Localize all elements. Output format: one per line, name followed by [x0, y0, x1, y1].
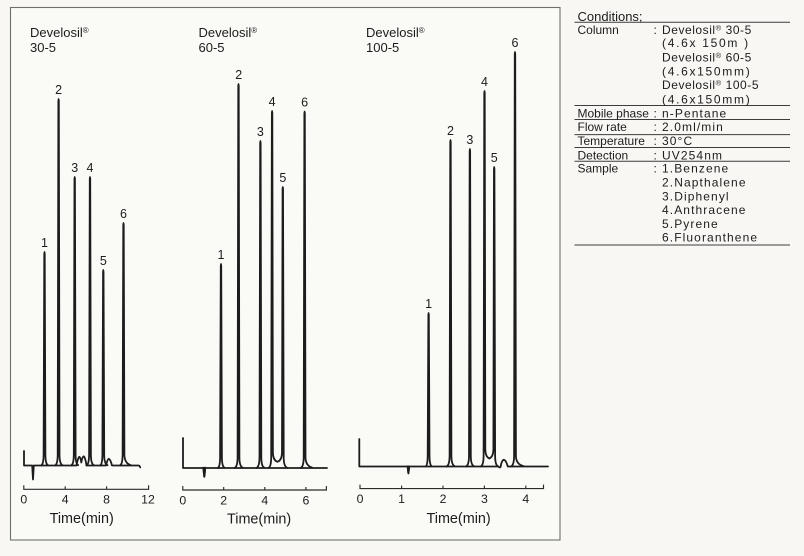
svg-text:(4.6x150mm): (4.6x150mm) — [662, 92, 751, 106]
svg-text:2: 2 — [447, 124, 454, 138]
svg-text:n-Pentane: n-Pentane — [662, 106, 727, 120]
svg-text:6.Fluoranthene: 6.Fluoranthene — [662, 231, 758, 245]
svg-text:Column: Column — [578, 23, 619, 37]
svg-text:6: 6 — [301, 96, 308, 110]
svg-text:4: 4 — [261, 493, 268, 507]
svg-text:Develosil® 100-5: Develosil® 100-5 — [662, 78, 759, 92]
svg-text:3: 3 — [466, 133, 473, 147]
svg-text:4: 4 — [481, 75, 488, 89]
svg-text::: : — [654, 106, 657, 120]
svg-text::: : — [654, 134, 657, 148]
svg-text:5.Pyrene: 5.Pyrene — [662, 217, 719, 231]
svg-text:2: 2 — [440, 492, 447, 506]
svg-text:8: 8 — [103, 493, 110, 507]
svg-text:Time(min): Time(min) — [50, 511, 114, 527]
svg-text::: : — [654, 23, 657, 37]
svg-text:3.Diphenyl: 3.Diphenyl — [662, 189, 730, 203]
svg-text:Develosil®: Develosil® — [366, 25, 425, 40]
svg-text:100-5: 100-5 — [366, 40, 399, 55]
svg-text:5: 5 — [100, 254, 107, 268]
svg-text:6: 6 — [302, 493, 309, 507]
svg-text:1: 1 — [41, 236, 48, 250]
svg-text:12: 12 — [141, 493, 155, 507]
svg-text:4: 4 — [87, 161, 94, 175]
svg-text:2.0ml/min: 2.0ml/min — [662, 120, 724, 134]
svg-text:2.Napthalene: 2.Napthalene — [662, 176, 747, 190]
svg-text:0: 0 — [20, 493, 27, 507]
svg-text:1: 1 — [398, 492, 405, 506]
svg-text:5: 5 — [279, 171, 286, 185]
svg-text:30°C: 30°C — [662, 134, 693, 148]
svg-text:Sample: Sample — [578, 162, 619, 176]
svg-text:3: 3 — [257, 125, 264, 139]
svg-text:1: 1 — [218, 248, 225, 262]
svg-text:Conditions;: Conditions; — [578, 9, 643, 24]
svg-text:UV254nm: UV254nm — [662, 149, 723, 163]
svg-text:2: 2 — [220, 493, 227, 507]
svg-text:2: 2 — [235, 68, 242, 82]
svg-text:2: 2 — [55, 83, 62, 97]
svg-text:4: 4 — [522, 492, 529, 506]
svg-text:Mobile phase: Mobile phase — [578, 106, 650, 120]
svg-text:4: 4 — [62, 493, 69, 507]
svg-text:5: 5 — [491, 151, 498, 165]
svg-text:0: 0 — [357, 492, 364, 506]
svg-text:3: 3 — [71, 161, 78, 175]
svg-text:1: 1 — [425, 297, 432, 311]
svg-text:(4.6x 150m ): (4.6x 150m ) — [662, 36, 750, 50]
svg-text:Time(min): Time(min) — [227, 512, 291, 528]
svg-text:Develosil®: Develosil® — [30, 25, 89, 40]
svg-text:30-5: 30-5 — [30, 40, 56, 55]
svg-text::: : — [654, 149, 657, 163]
svg-text:Develosil® 60-5: Develosil® 60-5 — [662, 51, 752, 65]
svg-text:60-5: 60-5 — [199, 40, 225, 55]
svg-text:Detection: Detection — [578, 149, 629, 163]
svg-text:3: 3 — [481, 492, 488, 506]
svg-text:Develosil® 30-5: Develosil® 30-5 — [662, 23, 752, 37]
svg-text:Develosil®: Develosil® — [199, 25, 258, 40]
svg-text:0: 0 — [179, 493, 186, 507]
svg-text:Time(min): Time(min) — [426, 511, 490, 527]
svg-text:(4.6x150mm): (4.6x150mm) — [662, 64, 751, 78]
svg-text::: : — [654, 162, 657, 176]
svg-text:6: 6 — [120, 207, 127, 221]
svg-text:Temperature: Temperature — [578, 134, 646, 148]
svg-text:4.Anthracene: 4.Anthracene — [662, 203, 747, 217]
svg-text:Flow rate: Flow rate — [578, 120, 628, 134]
svg-text:6: 6 — [512, 36, 519, 50]
svg-text::: : — [654, 120, 657, 134]
svg-text:1.Benzene: 1.Benzene — [662, 162, 729, 176]
svg-text:4: 4 — [269, 95, 276, 109]
